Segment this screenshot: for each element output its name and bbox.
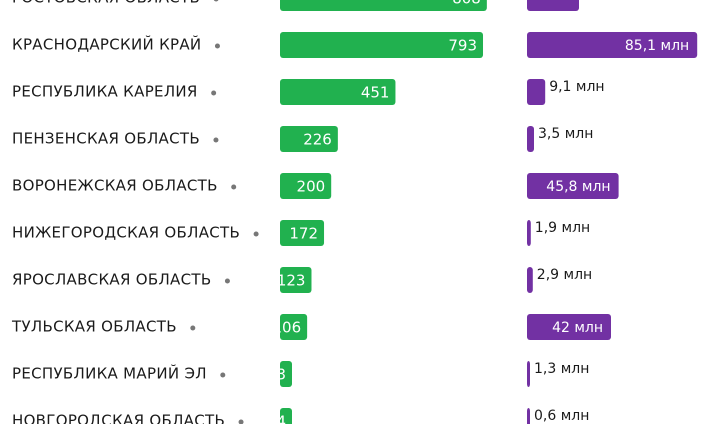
value-label: 26 млн <box>583 0 634 1</box>
bar <box>527 0 579 11</box>
category-label: НИЖЕГОРОДСКАЯ ОБЛАСТЬ <box>12 224 240 242</box>
value-label: 42 млн <box>552 320 603 336</box>
category-label: ВОРОНЕЖСКАЯ ОБЛАСТЬ <box>12 177 218 195</box>
bar <box>527 126 534 152</box>
category-label: РЕСПУБЛИКА КАРЕЛИЯ <box>12 83 198 101</box>
value-label: 24 <box>267 413 286 424</box>
value-label: 85,1 млн <box>625 38 689 54</box>
bar <box>527 32 698 58</box>
bar <box>280 267 312 293</box>
value-label: 43 <box>267 366 286 384</box>
bar <box>280 126 338 152</box>
leader-dot <box>211 90 217 96</box>
bar <box>280 220 325 246</box>
bar <box>280 361 292 387</box>
bar <box>527 408 530 424</box>
bar <box>280 32 484 58</box>
bar <box>280 314 308 340</box>
bar <box>527 361 530 387</box>
value-label: 808 <box>452 0 481 8</box>
category-label: ПЕНЗЕНСКАЯ ОБЛАСТЬ <box>12 130 200 148</box>
leader-dot <box>220 372 226 378</box>
value-label: 3,5 млн <box>538 126 593 142</box>
value-label: 226 <box>303 131 332 149</box>
leader-dot <box>231 184 237 190</box>
bar <box>527 267 533 293</box>
bar <box>280 0 487 11</box>
value-label: 200 <box>297 178 326 196</box>
value-label: 1,9 млн <box>535 220 590 236</box>
leader-dot <box>224 278 230 284</box>
value-label: 123 <box>277 272 306 290</box>
bar <box>280 173 332 199</box>
category-label: КРАСНОДАРСКИЙ КРАЙ <box>12 35 201 54</box>
value-label: 793 <box>448 37 477 55</box>
leader-dot <box>238 419 244 424</box>
value-label: 451 <box>361 84 390 102</box>
leader-dot <box>214 43 220 49</box>
value-label: 2,9 млн <box>537 267 592 283</box>
leader-dot <box>190 325 196 331</box>
bar <box>527 314 611 340</box>
bar <box>527 79 546 105</box>
bar <box>527 220 531 246</box>
value-label: 0,6 млн <box>534 408 589 424</box>
category-label: ТУЛЬСКАЯ ОБЛАСТЬ <box>11 318 177 336</box>
category-label: РОСТОВСКАЯ ОБЛАСТЬ <box>12 0 200 7</box>
leader-dot <box>253 231 259 237</box>
value-label: 45,8 млн <box>546 179 610 195</box>
value-label: 9,1 млн <box>549 79 604 95</box>
bar <box>280 408 292 424</box>
leader-dot <box>213 0 219 2</box>
leader-dot <box>213 137 219 143</box>
value-label: 1,3 млн <box>534 361 589 377</box>
bar <box>527 173 619 199</box>
value-label: 172 <box>289 225 318 243</box>
value-label: 106 <box>272 319 301 337</box>
category-label: ЯРОСЛАВСКАЯ ОБЛАСТЬ <box>12 271 211 289</box>
bar <box>280 79 396 105</box>
category-label: НОВГОРОДСКАЯ ОБЛАСТЬ <box>12 412 225 424</box>
category-label: РЕСПУБЛИКА МАРИЙ ЭЛ <box>12 364 207 383</box>
